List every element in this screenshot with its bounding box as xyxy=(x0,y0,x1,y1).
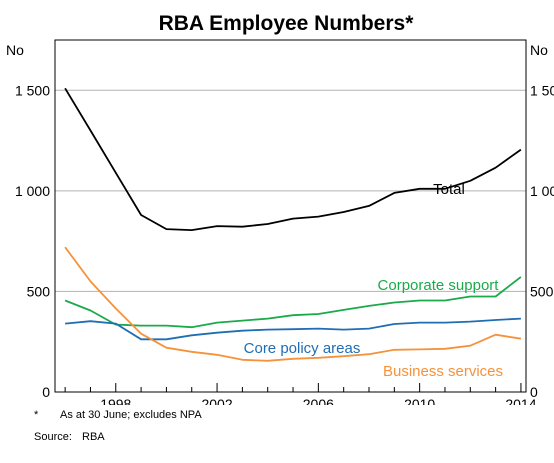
series-line-corporate-support xyxy=(64,276,522,329)
line-chart: RBA Employee Numbers* No No 0 500 1 000 1 5… xyxy=(6,12,554,405)
x-tick-label: 2002 xyxy=(201,396,232,405)
series-label-total: Total xyxy=(433,181,465,198)
series-line-total xyxy=(64,87,522,232)
x-tick-label: 2006 xyxy=(303,396,334,405)
y-tick-label-left: 500 xyxy=(27,283,51,299)
y-axis-label-right: No xyxy=(530,42,548,58)
footnote-source-label: Source: xyxy=(34,431,72,443)
series-lines xyxy=(64,87,522,362)
x-tick-labels: 1998 2002 2006 2010 2014 xyxy=(100,396,537,405)
y-tick-labels-right: 0 500 1 000 1 500 xyxy=(530,82,554,400)
gridlines xyxy=(55,89,526,292)
chart-title: RBA Employee Numbers* xyxy=(159,12,415,35)
x-tick-label: 1998 xyxy=(100,396,131,405)
series-label-business-services: Business services xyxy=(383,363,503,380)
y-tick-label-right: 1 000 xyxy=(530,183,554,199)
y-tick-labels-left: 0 500 1 000 1 500 xyxy=(15,82,50,400)
footnote-source: Source: RBA xyxy=(34,431,105,443)
y-tick-label-left: 1 500 xyxy=(15,82,50,98)
y-tick-label-right: 500 xyxy=(530,283,554,299)
y-tick-label-left: 1 000 xyxy=(15,183,50,199)
series-line-business-services xyxy=(64,246,522,362)
x-tick-label: 2014 xyxy=(505,396,536,405)
footnote-source-text: RBA xyxy=(82,431,105,443)
axis-ticks xyxy=(64,383,522,392)
y-tick-label-right: 1 500 xyxy=(530,82,554,98)
footnote-asterisk: * As at 30 June; excludes NPA xyxy=(34,409,202,421)
series-label-corporate-support: Corporate support xyxy=(378,277,500,294)
y-tick-label-left: 0 xyxy=(42,384,50,400)
x-tick-label: 2010 xyxy=(404,396,435,405)
footnote-asterisk-mark: * xyxy=(34,409,39,421)
plot-frame xyxy=(54,39,527,393)
series-label-core-policy-areas: Core policy areas xyxy=(244,340,361,357)
footnote-asterisk-text: As at 30 June; excludes NPA xyxy=(60,409,202,421)
y-tick-label-right: 0 xyxy=(530,384,538,400)
y-axis-label-left: No xyxy=(6,42,24,58)
series-line-core-policy-areas xyxy=(65,317,521,341)
series-labels: Total Corporate support Core policy areas B… xyxy=(244,181,503,380)
